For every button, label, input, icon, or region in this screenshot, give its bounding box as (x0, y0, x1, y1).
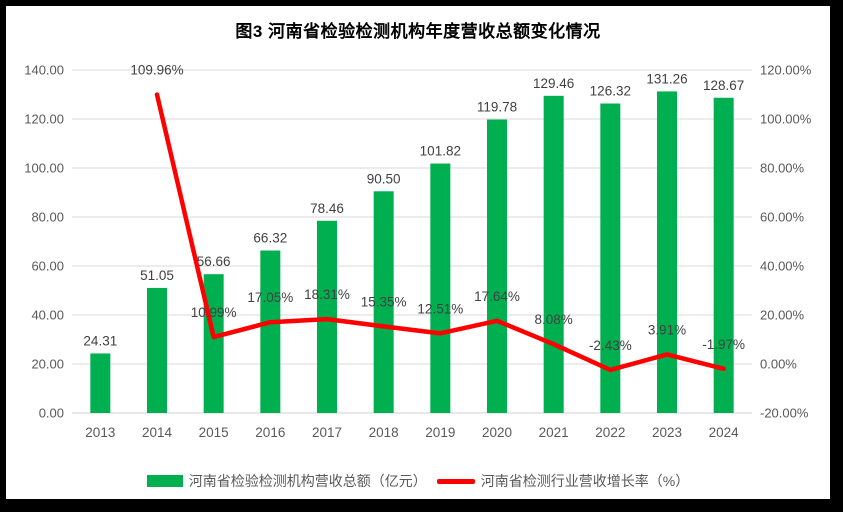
bar-value-label: 129.46 (533, 76, 574, 91)
legend-bar-swatch-icon (146, 475, 183, 487)
bar-value-label: 24.31 (83, 333, 117, 348)
legend-revenue-label: 河南省检验检测机构营收总额（亿元） (188, 473, 427, 489)
growth-value-label: 17.05% (247, 290, 293, 305)
right-axis-tick-label: 40.00% (760, 259, 805, 274)
growth-value-label: -2.43% (589, 338, 632, 353)
bar (713, 97, 734, 414)
bar (373, 191, 394, 413)
bar-value-label: 131.26 (646, 71, 687, 86)
bar-value-label: 78.46 (310, 201, 344, 216)
right-axis-tick-label: 60.00% (760, 210, 805, 225)
legend-line-swatch-icon (436, 478, 475, 484)
growth-value-label: 8.08% (535, 312, 573, 327)
right-axis-tick-label: 0.00% (760, 357, 797, 372)
left-axis-tick-label: 60.00 (31, 259, 64, 274)
right-axis-tick-label: 120.00% (760, 63, 812, 78)
bar-value-label: 101.82 (420, 144, 461, 159)
bar-value-label: 90.50 (367, 171, 401, 186)
bar-value-label: 128.67 (703, 78, 744, 93)
x-axis-tick-label: 2023 (652, 425, 682, 440)
bar-value-label: 66.32 (253, 231, 287, 246)
right-axis-tick-label: -20.00% (760, 406, 809, 421)
left-axis-tick-label: 0.00 (39, 406, 64, 421)
growth-value-label: 12.51% (417, 301, 463, 316)
legend: 河南省检验检测机构营收总额（亿元） 河南省检测行业营收增长率（%） (6, 471, 830, 491)
left-axis-tick-label: 100.00 (24, 161, 64, 176)
bar (203, 274, 224, 413)
x-axis-tick-label: 2013 (85, 425, 115, 440)
legend-item-revenue: 河南省检验检测机构营收总额（亿元） (146, 471, 427, 491)
bar (260, 250, 281, 413)
growth-value-label: 109.96% (130, 63, 183, 78)
growth-value-label: 17.64% (474, 289, 520, 304)
bar (147, 287, 167, 413)
bar (657, 91, 677, 414)
growth-value-label: 3.91% (648, 322, 686, 337)
bar-value-label: 119.78 (477, 100, 517, 115)
left-axis-tick-label: 120.00 (24, 112, 64, 127)
growth-line (154, 92, 726, 373)
chart-title: 图3 河南省检验检测机构年度营收总额变化情况 (235, 22, 601, 41)
x-axis-tick-label: 2024 (709, 425, 740, 440)
bar (543, 95, 564, 413)
bar (90, 353, 111, 413)
legend-item-growth: 河南省检测行业营收增长率（%） (436, 471, 690, 491)
growth-value-label: 18.31% (304, 287, 350, 302)
left-axis-tick-label: 20.00 (31, 357, 64, 372)
bar-value-label: 126.32 (590, 84, 631, 99)
right-axis-tick-label: 80.00% (760, 161, 805, 176)
x-axis-tick-label: 2020 (482, 425, 512, 440)
bar (317, 220, 337, 413)
growth-value-label: -1.97% (702, 337, 745, 352)
x-axis-tick-label: 2016 (255, 425, 285, 440)
x-axis-tick-label: 2014 (142, 425, 173, 440)
x-axis-tick-label: 2019 (425, 425, 455, 440)
x-axis-tick-label: 2022 (595, 425, 625, 440)
bar (600, 103, 621, 414)
right-axis-tick-label: 100.00% (760, 112, 812, 127)
x-axis-tick-label: 2015 (199, 425, 229, 440)
bar (487, 119, 507, 413)
left-axis-tick-label: 140.00 (24, 63, 64, 78)
left-axis-tick-label: 40.00 (31, 308, 64, 323)
x-axis-tick-label: 2021 (539, 425, 569, 440)
bar-value-label: 56.66 (197, 254, 231, 269)
chart-canvas-area: 图3 河南省检验检测机构年度营收总额变化情况 0.00 -20.00% 20.00 0… (6, 6, 830, 499)
growth-value-label: 10.99% (191, 305, 237, 320)
chart-canvas: 0.00 -20.00% 20.00 0.00% 40.00 20.00% 60.00 40.… (24, 63, 812, 441)
growth-value-label: 15.35% (361, 294, 407, 309)
x-axis-tick-label: 2018 (369, 425, 399, 440)
left-axis-tick-label: 80.00 (31, 210, 64, 225)
legend-growth-label: 河南省检测行业营收增长率（%） (480, 473, 690, 489)
bar-value-label: 51.05 (140, 268, 174, 283)
bar (430, 163, 451, 413)
right-axis-tick-label: 20.00% (760, 308, 805, 323)
x-axis-tick-label: 2017 (312, 425, 342, 440)
